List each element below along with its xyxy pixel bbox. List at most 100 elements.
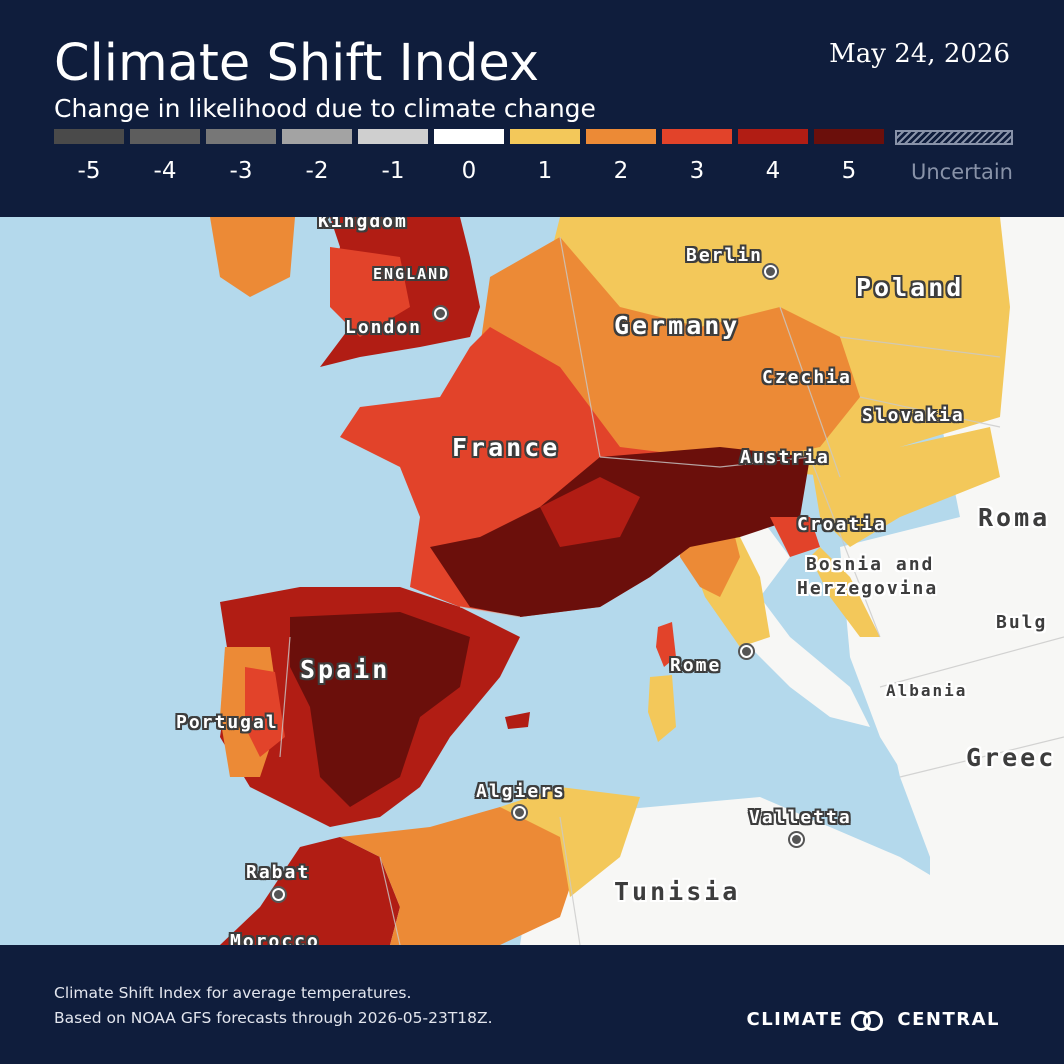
city-dot-berlin[interactable] (764, 265, 777, 278)
legend-label: -2 (305, 158, 329, 184)
legend-item-minus3: -3 (206, 129, 276, 189)
legend-swatch (814, 129, 884, 144)
legend-swatch (434, 129, 504, 144)
land-balkans (840, 507, 1064, 857)
land-croatia (770, 517, 820, 557)
city-dot-rabat[interactable] (272, 888, 285, 901)
page-subtitle: Change in likelihood due to climate chan… (54, 94, 596, 123)
land-portugal-red (245, 667, 285, 757)
label-england: ENGLAND (373, 265, 451, 283)
legend-item-5: 5 (814, 129, 884, 189)
legend-item-minus2: -2 (282, 129, 352, 189)
label-morocco: Morocco (230, 931, 320, 945)
label-slovakia: Slovakia (862, 405, 965, 426)
legend-item-minus5: -5 (54, 129, 124, 189)
label-rome: Rome (670, 655, 722, 676)
legend-swatch (54, 129, 124, 144)
label-berlin: Berlin (686, 245, 764, 266)
land-adriatic-coast (810, 547, 880, 637)
city-dot-algiers[interactable] (513, 806, 526, 819)
land-alps-red (540, 477, 640, 547)
legend-label: -1 (381, 158, 405, 184)
label-czechia: Czechia (762, 367, 852, 388)
legend-swatch (586, 129, 656, 144)
color-legend: -5 -4 -3 -2 -1 0 1 2 3 4 5 Uncertain (54, 129, 1014, 189)
footnote-line1: Climate Shift Index for average temperat… (54, 984, 412, 1002)
legend-item-minus1: -1 (358, 129, 428, 189)
label-algiers: Algiers (476, 781, 566, 802)
brand-name-right: CENTRAL (897, 1009, 1000, 1030)
label-tunisia: Tunisia (614, 877, 741, 906)
header: Climate Shift Index Change in likelihood… (0, 0, 1064, 217)
legend-label: -4 (153, 158, 177, 184)
legend-swatch (130, 129, 200, 144)
uncertain-hatch-swatch (895, 130, 1013, 145)
legend-item-uncertain: Uncertain (895, 129, 1013, 189)
label-france: France (452, 433, 561, 462)
label-rabat: Rabat (246, 862, 311, 883)
legend-item-3: 3 (662, 129, 732, 189)
legend-item-0: 0 (434, 129, 504, 189)
legend-swatch (738, 129, 808, 144)
label-portugal: Portugal (176, 712, 279, 733)
legend-swatch (206, 129, 276, 144)
label-spain: Spain (300, 655, 391, 684)
legend-label: 1 (537, 158, 553, 184)
land-germany-yellow (600, 217, 790, 317)
page-title: Climate Shift Index (54, 34, 539, 93)
map-panel[interactable]: Kingdom ENGLAND London Berlin Poland Ger… (0, 217, 1064, 945)
label-croatia: Croatia (797, 514, 887, 535)
label-kingdom: Kingdom (318, 217, 408, 232)
land-north-africa (340, 807, 580, 945)
legend-swatch (282, 129, 352, 144)
city-dot-valletta[interactable] (790, 833, 803, 846)
legend-swatch (662, 129, 732, 144)
legend-item-2: 2 (586, 129, 656, 189)
legend-label: 0 (461, 158, 477, 184)
legend-label: 2 (613, 158, 629, 184)
brand-name-left: CLIMATE (746, 1009, 844, 1030)
label-greece: Greec (966, 743, 1057, 772)
legend-label: 4 (765, 158, 781, 184)
label-bosnia-line2: Herzegovina (797, 578, 939, 599)
city-dot-rome[interactable] (740, 645, 753, 658)
land-balearics (505, 712, 530, 729)
label-austria: Austria (740, 447, 830, 468)
label-bulgaria: Bulg (996, 612, 1048, 633)
label-poland: Poland (856, 273, 965, 302)
footnote-line2: Based on NOAA GFS forecasts through 2026… (54, 1009, 493, 1027)
rings-icon (851, 1009, 889, 1031)
legend-swatch (358, 129, 428, 144)
city-dot-london[interactable] (434, 307, 447, 320)
label-valletta: Valletta (749, 807, 852, 828)
land-sardinia (648, 675, 676, 742)
legend-label: -3 (229, 158, 253, 184)
legend-item-1: 1 (510, 129, 580, 189)
label-albania: Albania (886, 681, 968, 700)
legend-label: Uncertain (910, 160, 1013, 184)
land-north-africa-east (520, 797, 1064, 945)
brand-logo: CLIMATE CENTRAL (746, 1008, 1000, 1032)
legend-swatch (510, 129, 580, 144)
land-corsica (656, 622, 676, 667)
label-germany: Germany (614, 311, 741, 340)
land-iberia-core (290, 612, 470, 807)
legend-label: 3 (689, 158, 705, 184)
land-uk-orange (330, 247, 410, 337)
legend-label: 5 (841, 158, 857, 184)
country-borders (279, 236, 1064, 945)
label-london: London (345, 317, 423, 338)
map-canvas (210, 217, 1064, 945)
land-north-africa-yellow (500, 787, 640, 897)
label-bosnia-line1: Bosnia and (806, 554, 935, 575)
legend-label: -5 (77, 158, 101, 184)
legend-item-minus4: -4 (130, 129, 200, 189)
forecast-date: May 24, 2026 (829, 39, 1010, 69)
land-ireland (210, 217, 295, 297)
footer: Climate Shift Index for average temperat… (0, 945, 1064, 1064)
land-balkans-warm (810, 427, 1000, 547)
land-morocco (220, 837, 400, 945)
legend-item-4: 4 (738, 129, 808, 189)
label-romania: Roma (978, 503, 1051, 532)
